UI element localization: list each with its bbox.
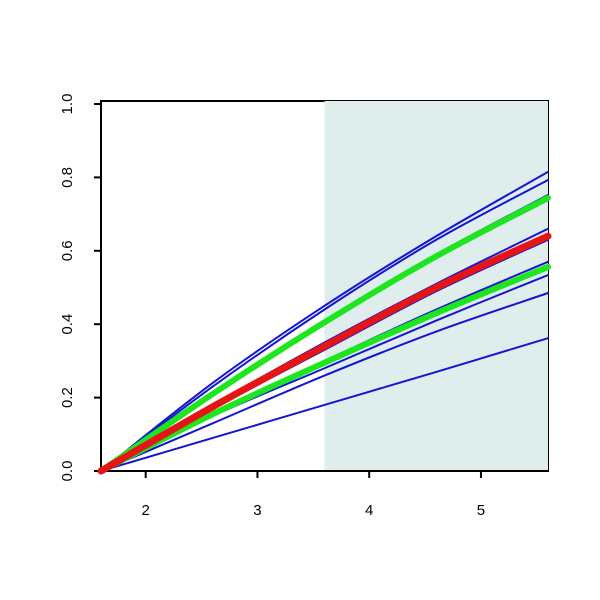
y-tick-label: 0.6	[59, 240, 76, 261]
y-tick-label: 0.0	[59, 461, 76, 482]
y-tick-label: 0.8	[59, 167, 76, 188]
line	[100, 292, 549, 472]
y-tick-label: 1.0	[59, 94, 76, 115]
line	[100, 337, 549, 472]
line	[97, 232, 552, 475]
y-tick-label: 0.2	[59, 387, 76, 408]
line	[98, 263, 551, 474]
line	[100, 178, 549, 472]
x-tick-label: 4	[365, 502, 373, 519]
line	[100, 170, 549, 472]
line	[98, 194, 551, 474]
x-tick-label: 5	[477, 502, 485, 519]
x-tick-label: 3	[253, 502, 261, 519]
x-tick-label: 2	[142, 502, 150, 519]
y-tick-label: 0.4	[59, 314, 76, 335]
